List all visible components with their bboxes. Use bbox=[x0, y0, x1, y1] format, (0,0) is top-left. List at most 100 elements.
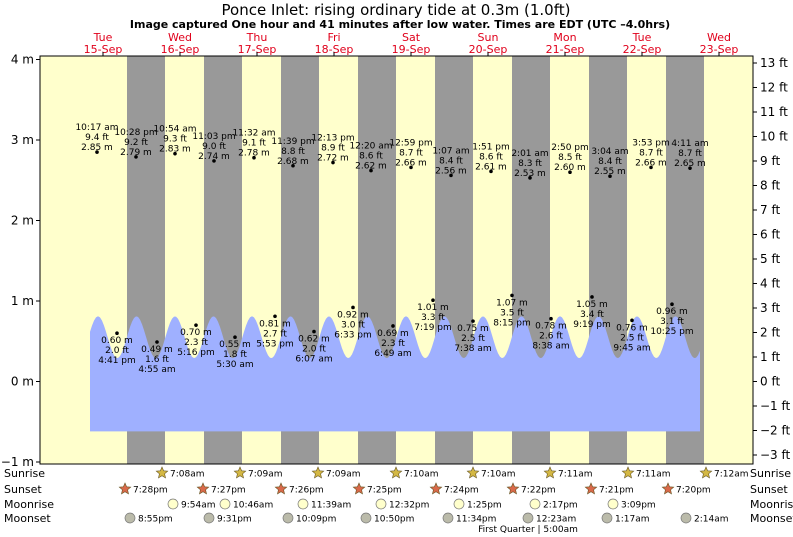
sunrise-time: 7:09am bbox=[248, 470, 283, 480]
sunrise-icon bbox=[621, 466, 635, 479]
y-right-tick-label: 11 ft bbox=[760, 105, 788, 119]
low-tide-time: 8:38 am bbox=[532, 342, 569, 352]
low-tide-time: 9:19 pm bbox=[573, 320, 611, 330]
high-tide-feet: 8.6 ft bbox=[479, 152, 503, 162]
day-label: Wed bbox=[707, 31, 731, 44]
low-tide-feet: 2.0 ft bbox=[105, 346, 129, 356]
low-tide-feet: 2.5 ft bbox=[461, 334, 485, 344]
sunrise-time: 7:09am bbox=[326, 470, 361, 480]
sunset-icon bbox=[118, 482, 132, 495]
high-tide-time: 11:03 pm bbox=[192, 132, 235, 142]
sunset-icon bbox=[584, 482, 598, 495]
high-tide-point bbox=[409, 165, 413, 170]
moonrise-icon bbox=[167, 498, 179, 510]
moonset-icon bbox=[522, 512, 534, 524]
low-tide-point bbox=[670, 302, 674, 307]
y-left-tick-label: 4 m bbox=[11, 53, 34, 67]
y-right-tick-label: 4 ft bbox=[760, 277, 780, 291]
sunrise-icon bbox=[466, 466, 480, 479]
y-right-tick-label: −3 ft bbox=[760, 448, 791, 462]
low-tide-point bbox=[233, 335, 237, 340]
sunrise-icon bbox=[233, 466, 247, 479]
sunrise-time: 7:08am bbox=[170, 470, 205, 480]
date-label: 22-Sep bbox=[623, 43, 662, 56]
moonrise-time: 9:54am bbox=[181, 501, 216, 511]
sunrise-icon bbox=[543, 466, 557, 479]
y-right-tick-label: 9 ft bbox=[760, 154, 780, 168]
low-tide-time: 4:41 pm bbox=[98, 356, 136, 366]
low-tide-point bbox=[194, 323, 198, 327]
low-tide-point bbox=[312, 329, 316, 334]
moonrise-time: 1:25pm bbox=[467, 501, 502, 511]
sunrise-time: 7:10am bbox=[404, 470, 439, 480]
high-tide-feet: 8.6 ft bbox=[359, 152, 383, 162]
low-tide-time: 4:55 am bbox=[138, 365, 175, 375]
low-tide-feet: 3.3 ft bbox=[421, 313, 445, 323]
high-tide-point bbox=[95, 150, 99, 154]
moonset-row-label-right: Moonset bbox=[750, 512, 793, 525]
y-right-tick-label: 8 ft bbox=[760, 179, 780, 193]
day-label: Mon bbox=[553, 31, 576, 44]
low-tide-meters: 0.76 m bbox=[616, 323, 648, 333]
sunset-row-label-right: Sunset bbox=[750, 483, 788, 496]
high-tide-point bbox=[291, 163, 295, 168]
low-tide-point bbox=[630, 318, 634, 323]
high-tide-time: 3:04 am bbox=[591, 147, 628, 157]
sunset-icon bbox=[661, 482, 675, 495]
low-tide-feet: 3.1 ft bbox=[660, 317, 684, 327]
y-left-tick-label: 1 m bbox=[11, 294, 34, 308]
y-left-tick-label: 0 m bbox=[11, 375, 34, 389]
sunset-time: 7:22pm bbox=[521, 486, 556, 496]
date-label: 23-Sep bbox=[700, 43, 739, 56]
sunset-icon bbox=[274, 482, 288, 495]
high-tide-point bbox=[369, 168, 373, 173]
low-tide-point bbox=[510, 293, 514, 298]
low-tide-meters: 0.49 m bbox=[141, 345, 173, 355]
sunset-time: 7:20pm bbox=[676, 486, 711, 496]
high-tide-time: 11:39 pm bbox=[271, 137, 314, 147]
low-tide-meters: 0.55 m bbox=[219, 340, 251, 350]
high-tide-point bbox=[489, 169, 493, 174]
sunset-time: 7:28pm bbox=[133, 486, 168, 496]
day-label: Wed bbox=[168, 31, 192, 44]
low-tide-time: 9:45 am bbox=[613, 343, 650, 353]
low-tide-feet: 2.7 ft bbox=[263, 329, 287, 339]
low-tide-time: 6:07 am bbox=[295, 355, 332, 365]
high-tide-time: 2:50 pm bbox=[551, 143, 589, 153]
high-tide-time: 10:17 am bbox=[75, 123, 118, 133]
sunrise-icon bbox=[389, 466, 403, 479]
sunrise-time: 7:10am bbox=[481, 470, 516, 480]
sunset-icon bbox=[352, 482, 366, 495]
day-label: Sat bbox=[402, 31, 421, 44]
low-tide-time: 7:38 am bbox=[454, 344, 491, 354]
low-tide-meters: 0.96 m bbox=[656, 307, 688, 317]
date-label: 19-Sep bbox=[392, 43, 431, 56]
high-tide-time: 1:51 pm bbox=[472, 142, 510, 152]
high-tide-meters: 2.74 m bbox=[198, 152, 230, 162]
low-tide-feet: 2.3 ft bbox=[184, 338, 208, 348]
moonrise-icon bbox=[607, 498, 619, 510]
moonset-icon bbox=[203, 512, 215, 524]
high-tide-point bbox=[173, 151, 177, 156]
high-tide-feet: 8.7 ft bbox=[678, 149, 702, 159]
high-tide-feet: 8.7 ft bbox=[639, 148, 663, 158]
sunrise-row-label-left: Sunrise bbox=[4, 467, 45, 480]
sunset-time: 7:25pm bbox=[367, 486, 402, 496]
chart-title: Ponce Inlet: rising ordinary tide at 0.3… bbox=[222, 1, 571, 19]
high-tide-meters: 2.60 m bbox=[554, 163, 586, 173]
low-tide-feet: 3.5 ft bbox=[500, 308, 524, 318]
low-tide-time: 7:19 pm bbox=[414, 323, 452, 333]
high-tide-feet: 9.2 ft bbox=[124, 138, 148, 148]
high-tide-point bbox=[134, 155, 138, 159]
low-tide-time: 6:49 am bbox=[374, 349, 411, 359]
high-tide-meters: 2.55 m bbox=[594, 167, 626, 177]
low-tide-point bbox=[431, 298, 435, 302]
high-tide-point bbox=[688, 166, 692, 170]
moonset-time: 2:14am bbox=[694, 515, 729, 525]
low-tide-time: 6:33 pm bbox=[334, 330, 372, 340]
sunrise-icon bbox=[155, 466, 169, 479]
high-tide-meters: 2.56 m bbox=[435, 166, 467, 176]
low-tide-feet: 3.4 ft bbox=[580, 310, 604, 320]
high-tide-point bbox=[528, 176, 532, 180]
